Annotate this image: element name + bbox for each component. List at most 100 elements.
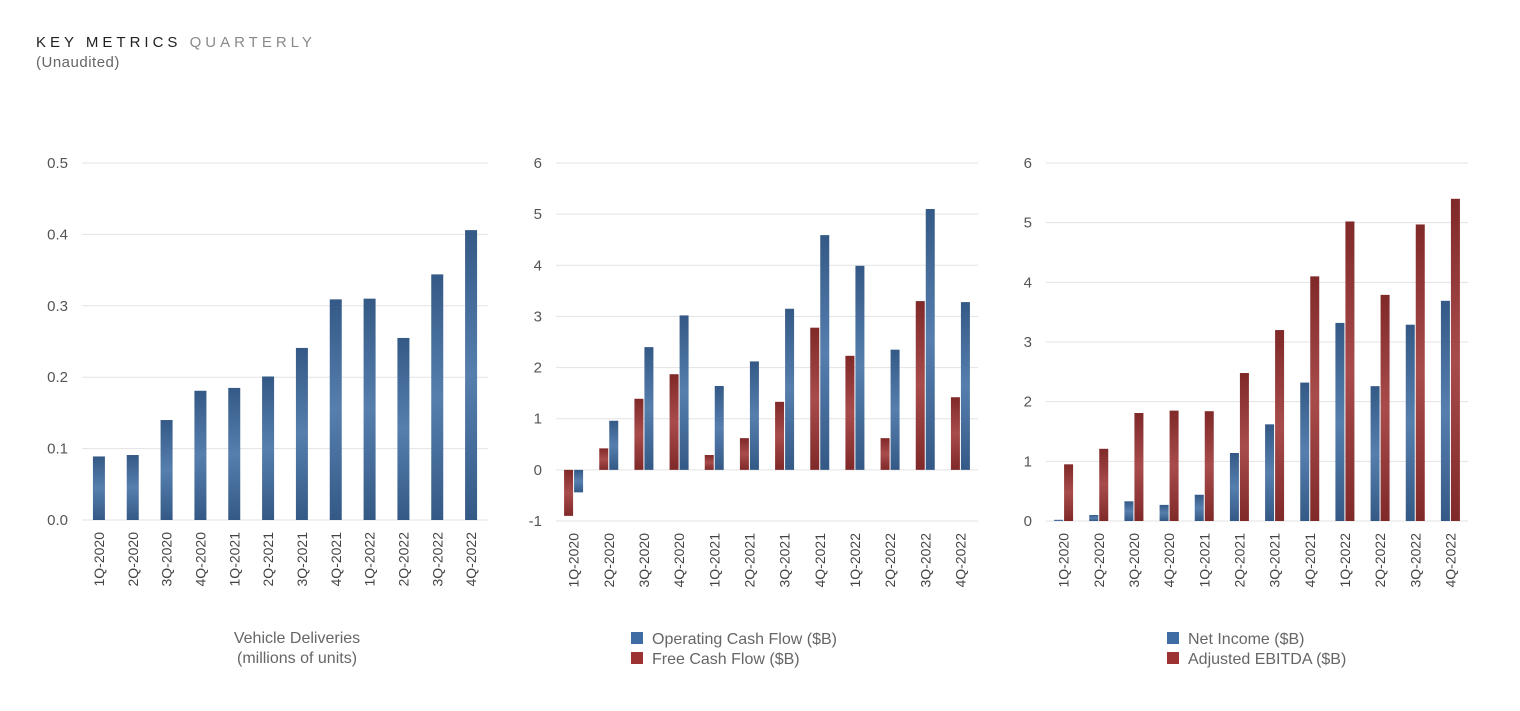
- chart-2: -1 0 1 2 3 4 5 6 1Q-2020 2Q-2020 3Q-2020 4Q-2020 1Q-…: [529, 155, 978, 668]
- x-tick-label: 2Q-2022: [395, 532, 411, 587]
- bar-net: [1124, 501, 1134, 521]
- y-tick-label: 4: [1024, 274, 1032, 291]
- y-tick-label: 1: [1024, 453, 1032, 470]
- bar-adjusted: [1380, 294, 1390, 521]
- bar-free: [845, 355, 855, 470]
- legend-swatch: [1167, 632, 1179, 644]
- x-tick-label: 1Q-2020: [91, 532, 107, 587]
- bar-operating: [785, 308, 795, 470]
- x-tick-label: 2Q-2022: [1372, 533, 1388, 588]
- x-tick-label: 3Q-2020: [1126, 533, 1142, 588]
- bar-operating: [820, 235, 830, 470]
- x-tick-label: 2Q-2020: [125, 532, 141, 587]
- bar-operating: [855, 265, 865, 470]
- bar-operating: [714, 385, 724, 470]
- bar-deliveries: [295, 347, 308, 520]
- bar-free: [669, 374, 679, 470]
- chart-caption: Vehicle Deliveries: [234, 630, 360, 647]
- chart-3: 0 1 2 3 4 5 6 1Q-2020 2Q-2020 3Q-2020 4Q-2020 1Q-20…: [1024, 155, 1468, 668]
- y-tick-label: 3: [534, 308, 542, 325]
- legend-swatch: [631, 632, 643, 644]
- bar-operating: [574, 469, 584, 493]
- x-tick-label: 2Q-2022: [882, 533, 898, 588]
- x-tick-label: 1Q-2022: [362, 532, 378, 587]
- x-tick-label: 4Q-2020: [192, 532, 208, 587]
- x-tick-label: 2Q-2021: [260, 532, 276, 587]
- legend-label: Net Income ($B): [1188, 631, 1304, 648]
- x-tick-label: 4Q-2021: [328, 532, 344, 587]
- y-tick-label: 4: [534, 257, 542, 274]
- x-tick-label: 2Q-2021: [1231, 533, 1247, 588]
- title-main: KEY METRICS: [36, 34, 182, 51]
- bar-net: [1054, 519, 1064, 521]
- bar-adjusted: [1204, 411, 1214, 521]
- bar-adjusted: [1275, 330, 1285, 521]
- bar-deliveries: [126, 455, 139, 520]
- legend-swatch: [631, 652, 643, 664]
- bar-free: [950, 397, 960, 470]
- bar-adjusted: [1169, 410, 1179, 521]
- bar-free: [599, 448, 609, 470]
- page-header: KEY METRICS QUARTERLY (Unaudited): [36, 34, 316, 71]
- chart-1: 0.0 0.1 0.2 0.3 0.4 0.5 1Q-2020 2Q-2020 3Q-2020 4…: [47, 155, 488, 667]
- y-tick-label: 3: [1024, 334, 1032, 351]
- bar-adjusted: [1310, 276, 1320, 521]
- bar-net: [1159, 504, 1169, 521]
- y-tick-label: 0.4: [47, 226, 68, 243]
- x-tick-label: 3Q-2021: [1267, 533, 1283, 588]
- bar-adjusted: [1099, 448, 1109, 521]
- legend-swatch: [1167, 652, 1179, 664]
- bar-free: [739, 438, 749, 470]
- x-tick-label: 3Q-2020: [159, 532, 175, 587]
- bar-adjusted: [1415, 224, 1425, 521]
- bar-deliveries: [194, 390, 207, 520]
- bar-net: [1089, 515, 1099, 521]
- y-tick-label: 5: [534, 206, 542, 223]
- bar-adjusted: [1134, 413, 1144, 521]
- x-tick-label: 3Q-2022: [1407, 533, 1423, 588]
- x-tick-label: 1Q-2020: [1056, 533, 1072, 588]
- bar-deliveries: [262, 376, 275, 520]
- y-tick-label: 1: [534, 411, 542, 428]
- y-tick-label: 6: [1024, 155, 1032, 172]
- bar-operating: [890, 349, 900, 470]
- x-tick-label: 1Q-2020: [566, 533, 582, 588]
- x-tick-label: 1Q-2021: [706, 533, 722, 588]
- y-tick-label: 0: [1024, 513, 1032, 530]
- x-tick-label: 1Q-2021: [1196, 533, 1212, 588]
- x-tick-label: 3Q-2020: [636, 533, 652, 588]
- y-tick-label: 2: [1024, 394, 1032, 411]
- bar-net: [1335, 322, 1345, 521]
- legend-label: Operating Cash Flow ($B): [652, 631, 837, 648]
- bar-deliveries: [363, 298, 376, 520]
- bar-net: [1370, 386, 1380, 521]
- bar-net: [1440, 300, 1450, 521]
- bar-adjusted: [1239, 373, 1249, 521]
- bar-operating: [749, 361, 759, 470]
- x-tick-label: 2Q-2020: [601, 533, 617, 588]
- bar-net: [1405, 324, 1415, 521]
- bar-free: [775, 401, 785, 470]
- bar-adjusted: [1450, 198, 1460, 522]
- x-tick-label: 3Q-2022: [917, 533, 933, 588]
- bar-free: [704, 455, 714, 470]
- legend-label: Adjusted EBITDA ($B): [1188, 651, 1346, 668]
- bar-operating: [960, 302, 970, 470]
- bar-operating: [679, 315, 689, 470]
- bar-net: [1265, 424, 1275, 521]
- bar-free: [880, 438, 890, 470]
- y-tick-label: 6: [534, 155, 542, 172]
- page-subtitle: (Unaudited): [36, 54, 120, 71]
- y-tick-label: 0.1: [47, 441, 68, 458]
- x-tick-label: 4Q-2021: [1302, 533, 1318, 588]
- bar-operating: [925, 209, 935, 470]
- y-tick-label: 0.2: [47, 369, 68, 386]
- y-tick-label: 0: [534, 462, 542, 479]
- title-accent: QUARTERLY: [189, 34, 316, 51]
- page-title: KEY METRICS QUARTERLY: [36, 34, 316, 51]
- bar-net: [1300, 382, 1310, 521]
- bar-adjusted: [1064, 464, 1074, 521]
- bar-deliveries: [228, 387, 241, 520]
- bar-operating: [644, 347, 654, 470]
